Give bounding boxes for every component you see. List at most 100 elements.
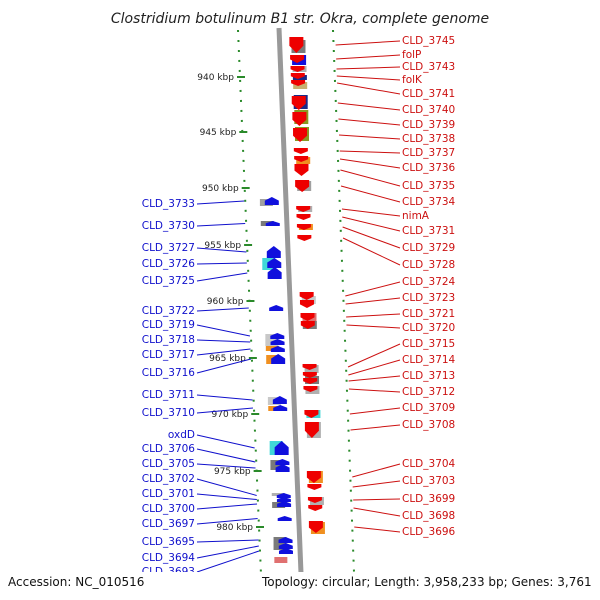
gene-arrow xyxy=(308,505,323,511)
gene-label-minus: CLD_3733 xyxy=(142,198,195,210)
gene-arrow xyxy=(264,197,279,205)
gene-leader-line xyxy=(336,54,401,60)
gene-label-plus: CLD_3745 xyxy=(402,35,455,47)
gene-leader-line xyxy=(339,134,401,140)
gene-leader-line xyxy=(196,324,251,337)
gene-leader-line xyxy=(340,169,401,187)
gene-band xyxy=(271,493,285,496)
gene-label-plus: CLD_3724 xyxy=(402,276,456,288)
map-title: Clostridium botulinum B1 str. Okra, comp… xyxy=(111,11,489,27)
gene-leader-line xyxy=(342,226,401,249)
gene-arrow xyxy=(275,464,290,472)
ruler-right-line xyxy=(332,29,356,599)
gene-arrow xyxy=(291,96,306,110)
gene-arrow xyxy=(289,37,304,53)
gene-leader-line xyxy=(342,237,401,266)
gene-leader-line xyxy=(348,375,401,382)
gene-leader-line xyxy=(196,478,257,496)
gene-arrow xyxy=(270,346,285,352)
gene-label-plus: CLD_3703 xyxy=(402,475,455,487)
gene-label-plus: CLD_3734 xyxy=(402,196,456,208)
gene-label-plus: CLD_3731 xyxy=(402,225,455,237)
gene-leader-line xyxy=(196,272,248,282)
gene-label-plus: CLD_3743 xyxy=(402,61,455,73)
gene-leader-line xyxy=(348,359,401,376)
gene-arrow xyxy=(291,80,306,86)
gene-arrow xyxy=(294,164,309,176)
gene-arrow xyxy=(307,497,322,503)
gene-leader-line xyxy=(339,150,401,154)
gene-leader-line xyxy=(196,545,259,559)
gene-label-minus: CLD_3726 xyxy=(142,258,196,270)
gene-label-minus: oxdD xyxy=(168,429,195,441)
gene-arrow xyxy=(267,267,282,279)
gene-label-plus: CLD_3709 xyxy=(402,402,455,414)
gene-arrow xyxy=(296,206,311,212)
gene-arrow xyxy=(302,372,317,378)
ruler-ticks: 940 kbp 945 kbp 950 kbp 955 kbp 960 kbp 965 k… xyxy=(197,73,267,591)
gene-label-plus: CLD_3738 xyxy=(402,133,455,145)
gene-arrow xyxy=(303,378,318,384)
gene-arrow xyxy=(294,156,309,162)
gene-arrow xyxy=(275,459,290,465)
ruler-tick-label: 950 kbp xyxy=(202,184,239,194)
gene-label-plus: folK xyxy=(402,74,423,86)
gene-label-plus: CLD_3721 xyxy=(402,308,455,320)
gene-leader-line xyxy=(196,463,256,469)
gene-arrow xyxy=(278,537,293,543)
ruler-tick-label: 960 kbp xyxy=(207,297,244,307)
gene-arrow xyxy=(307,484,322,490)
gene-leader-line xyxy=(196,247,247,253)
gene-arrow xyxy=(296,214,311,220)
gene-label-plus: CLD_3712 xyxy=(402,386,455,398)
gene-arrow xyxy=(293,128,308,142)
gene-leader-line xyxy=(336,75,401,81)
gene-label-minus: CLD_3719 xyxy=(142,319,195,331)
gene-label-minus: CLD_3697 xyxy=(142,518,195,530)
gene-leader-line xyxy=(349,407,401,415)
gene-arrow xyxy=(306,471,321,483)
gene-arrow xyxy=(304,410,319,418)
gene-leader-line xyxy=(348,388,401,393)
gene-arrow xyxy=(300,321,315,329)
gene-leader-line xyxy=(196,339,251,343)
gene-leader-line xyxy=(347,343,401,368)
gene-leader-line xyxy=(338,118,401,126)
gene-leader-line xyxy=(196,223,246,227)
gene-arrow xyxy=(302,364,317,370)
gene-arrow xyxy=(300,313,315,321)
gene-label-plus: CLD_3696 xyxy=(402,526,456,538)
gene-band xyxy=(293,82,308,89)
gene-leader-line xyxy=(339,158,401,169)
gene-arrow xyxy=(296,224,311,230)
gene-label-minus: CLD_3701 xyxy=(142,488,195,500)
gene-label-minus: CLD_3702 xyxy=(142,473,195,485)
gene-leader-line xyxy=(336,66,401,70)
gene-label-minus: CLD_3694 xyxy=(142,552,196,564)
gene-leader-line xyxy=(353,498,401,501)
gene-label-minus: CLD_3711 xyxy=(142,389,195,401)
gene-arrow xyxy=(290,66,305,72)
gene-label-plus: CLD_3729 xyxy=(402,242,455,254)
gene-arrow xyxy=(295,180,310,192)
gene-arrow xyxy=(269,305,284,311)
gene-label-minus: CLD_3730 xyxy=(142,220,195,232)
gene-label-plus: CLD_3739 xyxy=(402,119,455,131)
gene-leader-line xyxy=(196,434,255,449)
gene-leader-line xyxy=(346,313,401,318)
gene-arrow xyxy=(299,300,314,308)
gene-label-minus: CLD_3717 xyxy=(142,349,195,361)
gene-arrow xyxy=(303,386,318,392)
ruler-tick-label: 980 kbp xyxy=(216,523,253,533)
gene-arrow xyxy=(299,292,314,300)
gene-arrow xyxy=(276,493,291,498)
gene-label-minus: CLD_3718 xyxy=(142,334,195,346)
gene-label-plus: CLD_3740 xyxy=(402,104,455,116)
gene-label-plus: CLD_3714 xyxy=(402,354,456,366)
gene-label-minus: CLD_3706 xyxy=(142,443,196,455)
gene-leader-line xyxy=(196,358,252,374)
gene-label-plus: CLD_3698 xyxy=(402,510,455,522)
gene-leader-line xyxy=(346,324,401,329)
ruler-tick-label: 970 kbp xyxy=(212,410,249,420)
ruler-tick-label: 965 kbp xyxy=(209,354,246,364)
